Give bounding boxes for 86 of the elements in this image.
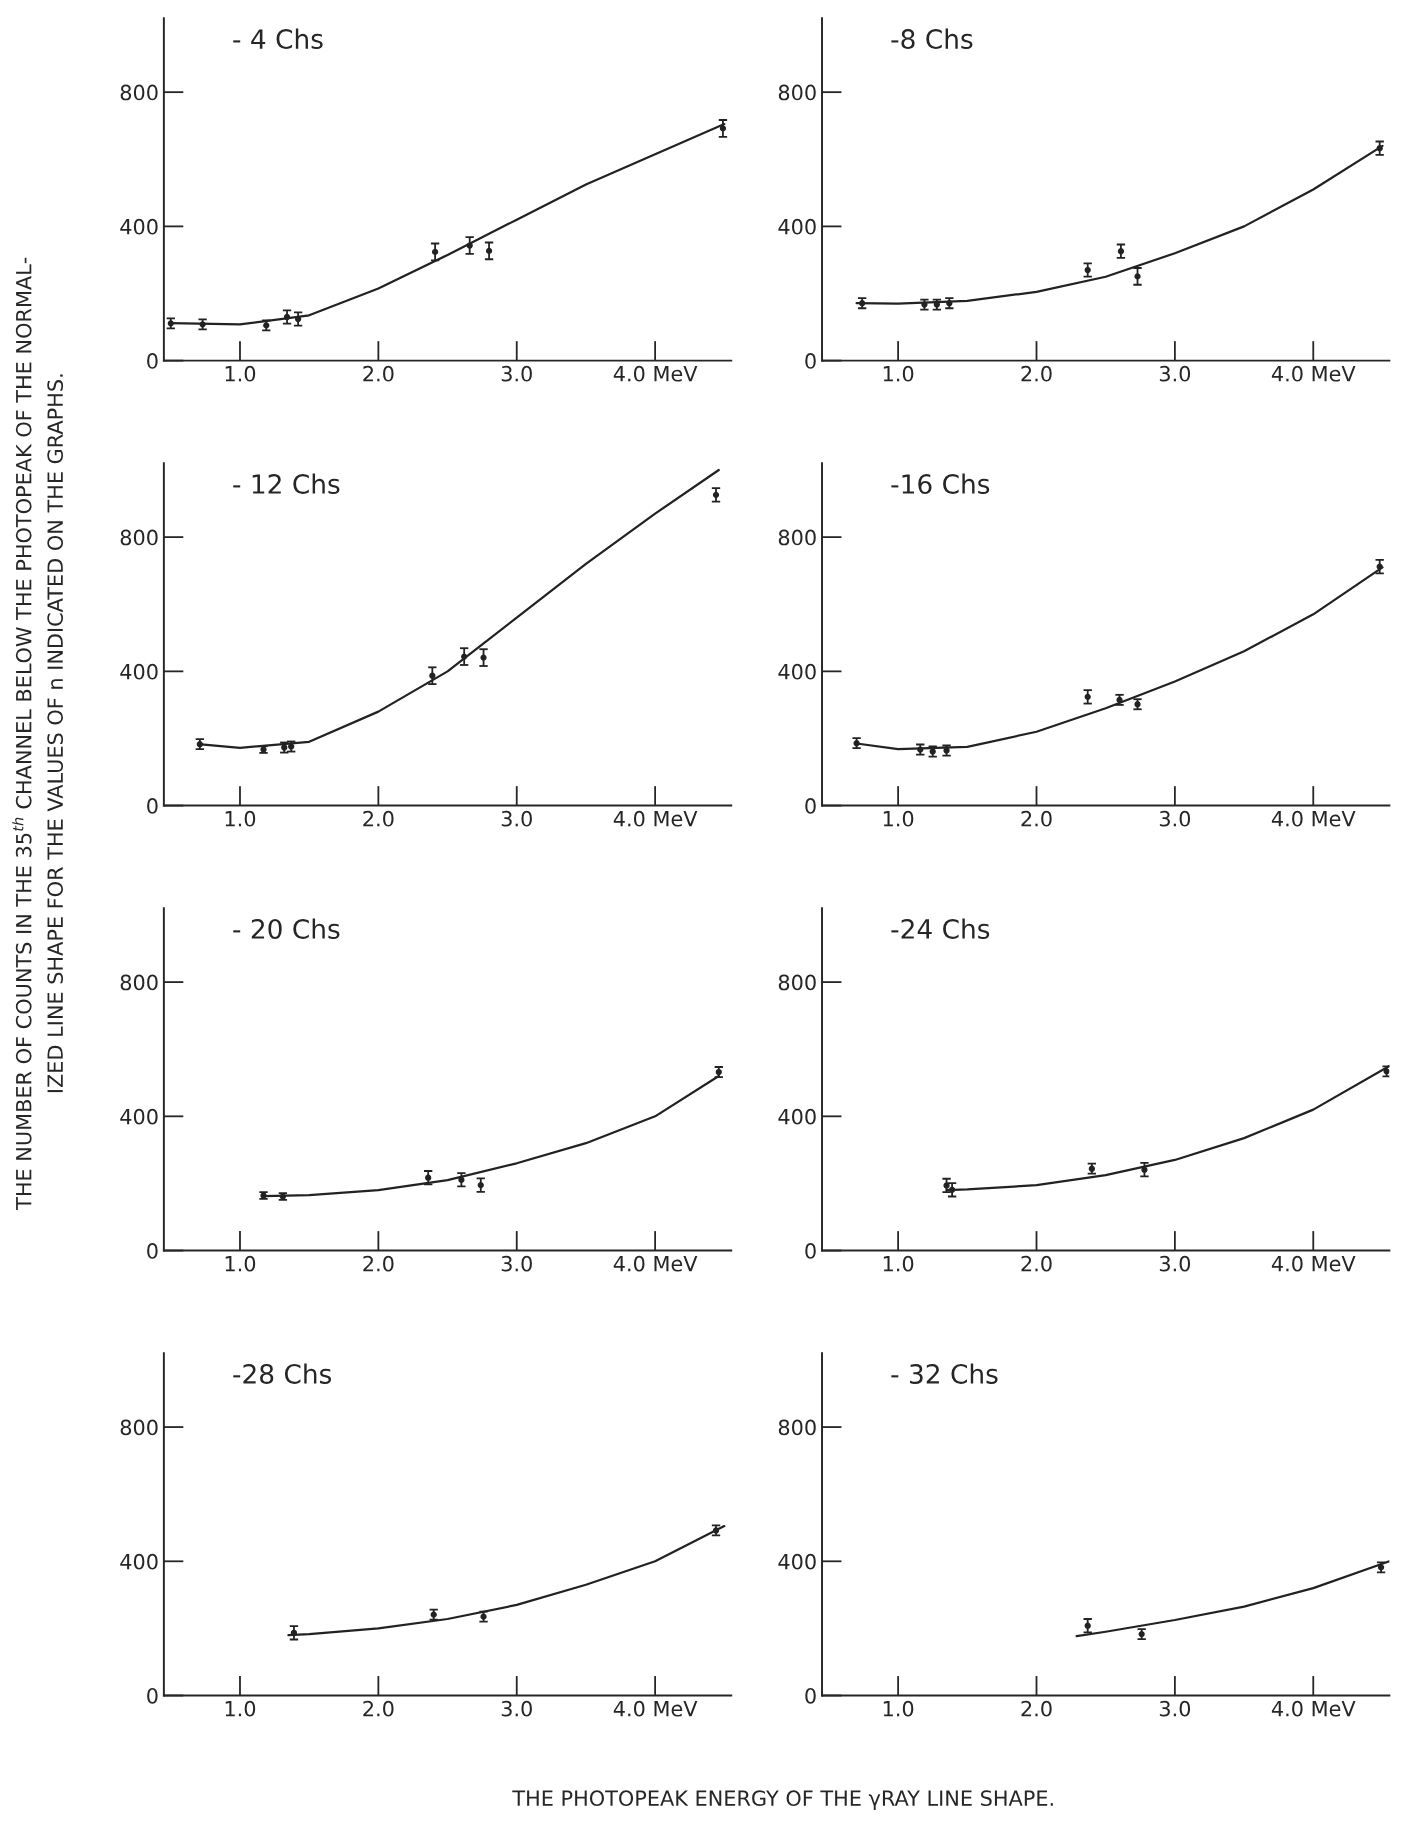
y-tick-label: 800	[120, 529, 158, 546]
y-tick-label: 0	[147, 1687, 158, 1704]
y-tick-label: 800	[778, 529, 816, 546]
y-tick-label: 0	[147, 353, 158, 369]
y-tick-label: 400	[120, 663, 158, 680]
x-tick-label: 2.0	[1021, 810, 1052, 827]
x-tick-label: 1.0	[883, 1700, 914, 1717]
x-tick-label: 2.0	[363, 1255, 394, 1272]
x-tick-label: 2.0	[363, 365, 394, 382]
x-tick-label: 1.0	[225, 810, 256, 827]
text: IZED LINE SHAPE FOR THE VALUES OF n INDICATED ON THE GRAPHS.	[47, 374, 64, 1093]
point	[943, 1182, 950, 1189]
x-tick-label: 4.0 MeV	[613, 810, 698, 827]
x-tick-label: 3.0	[501, 1700, 532, 1717]
y-tick-label: 800	[778, 84, 816, 101]
point	[485, 247, 493, 255]
x-tick-label: 4.0 MeV	[1271, 810, 1356, 827]
x-tick-label: 4.0 MeV	[613, 365, 698, 382]
x-tick-label: 2.0	[363, 1700, 394, 1717]
y-tick-label: 800	[120, 974, 158, 991]
x-tick-label: 4.0 MeV	[613, 1255, 698, 1272]
x-tick-label: 3.0	[1159, 810, 1191, 827]
x-tick-label: 2.0	[363, 810, 394, 827]
point	[431, 248, 439, 256]
point	[480, 654, 487, 661]
point	[1117, 248, 1125, 255]
chart-title: - 32 Chs	[891, 1363, 998, 1384]
x-tick-label: 2.0	[1021, 1255, 1052, 1272]
y-tick-label: 400	[778, 663, 816, 680]
chart-title: -24 Chs	[891, 918, 990, 939]
x-tick-label: 1.0	[883, 810, 914, 827]
y-tick-label: 400	[778, 1108, 816, 1125]
point	[1084, 1622, 1091, 1629]
line-series	[855, 144, 1384, 305]
point	[1134, 273, 1141, 280]
point	[1141, 1166, 1148, 1173]
point	[477, 1181, 484, 1189]
x-tick-label: 3.0	[1159, 1700, 1191, 1717]
x-tick-label: 2.0	[1021, 365, 1052, 382]
chart-title: -28 Chs	[233, 1363, 332, 1384]
y-tick-label: 800	[778, 974, 816, 991]
x-tick-label: 1.0	[883, 1255, 914, 1272]
x-tick-label: 4.0 MeV	[1271, 1255, 1356, 1272]
x-tick-label: 3.0	[1159, 365, 1191, 382]
y-tick-label: 400	[778, 218, 816, 235]
point	[1084, 693, 1091, 700]
y-tick-label: 0	[805, 798, 816, 814]
y-tick-label: 400	[120, 218, 158, 235]
y-tick-label: 0	[147, 798, 158, 814]
x-tick-label: 1.0	[225, 1255, 256, 1272]
y-tick-label: 0	[805, 1687, 816, 1704]
y-tick-label: 0	[147, 1243, 158, 1259]
point	[712, 491, 720, 498]
y-tick-label: 800	[120, 84, 158, 101]
x-tick-label: 3.0	[501, 810, 532, 827]
chart-title: - 4 Chs	[233, 28, 323, 50]
point	[458, 1176, 465, 1183]
x-tick-label: 1.0	[883, 365, 914, 382]
y-tick-label: 800	[778, 1419, 816, 1436]
y-tick-label: 400	[120, 1108, 158, 1125]
x-tick-label: 4.0 MeV	[1271, 1700, 1356, 1717]
x-tick-label: 2.0	[1021, 1700, 1052, 1717]
x-tick-label: 3.0	[1159, 1255, 1191, 1272]
chart-title: - 20 Chs	[233, 918, 340, 939]
y-tick-label: 800	[120, 1419, 158, 1436]
y-tick-label: 0	[805, 1243, 816, 1259]
x-tick-label: 1.0	[225, 1700, 256, 1717]
chart-title: -16 Chs	[891, 473, 990, 494]
text: THE NUMBER OF COUNTS IN THE 35$^{th}$ CHANNEL BELOW THE PHOTOPEAK OF THE NORMAL-	[12, 257, 32, 1210]
x-tick-label: 1.0	[225, 365, 256, 382]
chart-title: - 12 Chs	[233, 473, 340, 494]
point	[429, 672, 436, 679]
line-series	[1075, 1560, 1390, 1638]
text: THE PHOTOPEAK ENERGY OF THE γRAY LINE SHAPE.	[512, 1790, 1053, 1811]
point	[1084, 266, 1091, 274]
y-tick-label: 400	[120, 1553, 158, 1570]
chart-title: -8 Chs	[891, 28, 973, 50]
x-tick-label: 4.0 MeV	[1271, 365, 1356, 382]
line-series	[287, 1524, 726, 1637]
x-tick-label: 4.0 MeV	[613, 1700, 698, 1717]
y-tick-label: 400	[778, 1553, 816, 1570]
y-tick-label: 0	[805, 353, 816, 369]
x-tick-label: 3.0	[501, 1255, 532, 1272]
point	[425, 1174, 432, 1181]
point	[719, 125, 727, 132]
x-tick-label: 3.0	[501, 365, 532, 382]
